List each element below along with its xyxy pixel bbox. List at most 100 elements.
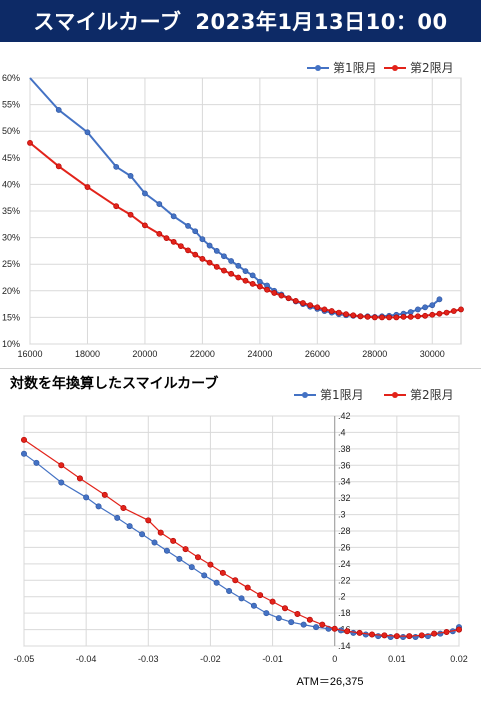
data-point-1 [151,539,158,546]
data-point-2 [157,529,164,536]
data-point-2 [221,267,227,274]
data-point-1 [226,587,233,594]
data-point-2 [127,211,134,218]
data-point-2 [20,436,27,443]
series-line-1 [29,77,441,318]
data-point-2 [306,616,313,623]
y-tick-label: 40% [2,179,20,189]
data-point-1 [113,163,120,170]
data-point-2 [163,235,170,242]
data-point-1 [221,253,227,260]
data-point-1 [127,172,134,179]
x-tick-label: -0.03 [138,654,159,664]
data-point-2 [278,292,285,299]
data-point-2 [429,311,436,318]
x-tick-label: 16000 [17,349,42,359]
y-tick-label: .2 [338,592,346,602]
y-tick-label: .38 [338,444,351,454]
data-point-2 [343,311,349,318]
data-point-2 [269,598,276,605]
data-point-2 [232,577,239,584]
x-tick-label: -0.05 [14,654,35,664]
legend-label-2: 第2限月 [410,388,454,402]
page-banner: スマイルカーブ 2023年1月13日10：00 [0,0,481,42]
data-point-2 [418,632,425,639]
data-point-2 [113,203,120,210]
y-tick-label: .42 [338,411,351,421]
data-point-2 [458,306,464,313]
y-tick-label: .22 [338,575,351,585]
data-point-2 [406,633,413,640]
x-tick-label: 20000 [132,349,157,359]
data-point-2 [328,308,335,314]
data-point-2 [294,610,301,617]
data-point-1 [55,107,62,113]
data-point-1 [201,572,208,579]
x-tick-label: 26000 [305,349,330,359]
data-point-2 [335,309,342,316]
data-point-1 [176,555,183,562]
y-tick-label: .36 [338,460,351,470]
atm-annotation: ATM＝26,375 [296,676,363,688]
data-point-1 [199,236,206,243]
data-point-1 [249,272,256,279]
data-point-1 [185,222,191,229]
data-point-1 [58,479,65,486]
data-point-1 [213,579,220,586]
y-tick-label: 50% [2,126,20,136]
y-tick-label: .16 [338,625,351,635]
data-point-2 [145,517,152,524]
data-point-2 [450,308,457,314]
y-tick-label: 10% [2,339,20,349]
data-point-2 [170,537,177,544]
x-tick-label: 28000 [362,349,387,359]
data-point-2 [156,230,163,237]
data-point-2 [249,280,256,287]
x-tick-label: 30000 [420,349,445,359]
data-point-2 [206,259,213,266]
y-tick-label: 35% [2,206,20,216]
data-point-1 [263,610,270,617]
data-point-1 [156,201,163,207]
data-point-1 [242,268,249,275]
legend-label-1: 第1限月 [333,61,377,75]
data-point-1 [188,564,195,571]
x-tick-label: 0.01 [388,654,406,664]
legend-marker-1 [315,65,321,71]
data-point-1 [192,228,199,235]
data-point-2 [244,584,251,591]
data-point-1 [170,213,177,220]
y-tick-label: 15% [2,312,20,322]
x-tick-label: 18000 [75,349,100,359]
y-tick-label: .32 [338,493,351,503]
smile-curve-chart: 10% 15% 20% 25% 30% 35% 40% 45% 50% 55% 60% 16000 18… [2,61,464,359]
data-point-2 [364,313,371,320]
data-point-2 [414,313,421,320]
data-point-2 [219,569,226,576]
data-point-1 [206,242,213,249]
y-tick-label: .26 [338,542,351,552]
legend-marker-1 [302,392,308,398]
legend-label-2: 第2限月 [410,61,454,75]
data-point-2 [256,283,263,290]
data-point-1 [414,306,421,313]
data-point-2 [271,290,278,296]
series-line-2 [23,439,460,637]
data-point-2 [431,630,438,637]
x-tick-label: 0.02 [450,654,468,664]
x-tick-label: 0 [332,654,337,664]
data-point-2 [381,632,388,639]
data-point-1 [238,595,245,602]
data-point-2 [120,505,127,512]
data-point-2 [199,255,206,262]
data-point-1 [33,459,40,466]
data-point-2 [300,300,306,306]
data-point-2 [436,310,443,317]
data-point-1 [256,278,263,285]
data-point-2 [170,238,177,245]
y-tick-label: 25% [2,259,20,269]
data-point-2 [76,475,83,482]
data-point-2 [455,626,462,633]
y-tick-label: 45% [2,153,20,163]
data-point-1 [250,602,257,609]
